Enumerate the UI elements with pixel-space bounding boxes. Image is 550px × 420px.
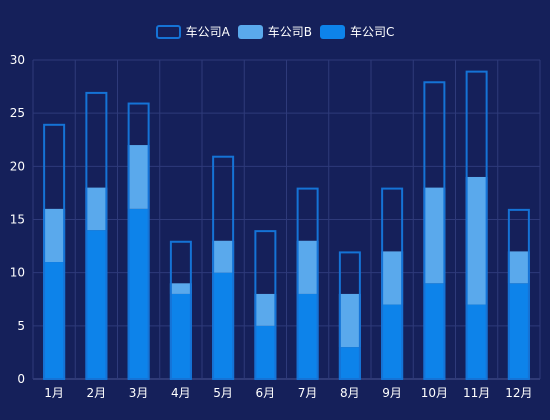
bar-company-a[interactable] [381,187,404,380]
y-tick-label: 25 [10,106,25,120]
legend-label-company-c: 车公司C [350,25,395,39]
legend-swatch-company-b [237,24,263,39]
bar-company-c[interactable] [465,304,488,379]
bar-company-b[interactable] [423,187,446,284]
bar-company-a[interactable] [169,240,192,380]
bar-company-b[interactable] [507,251,530,284]
x-tick-label: 8月 [340,386,360,400]
bar-company-b[interactable] [127,145,150,209]
bar-company-b[interactable] [465,176,488,305]
x-tick-label: 6月 [256,386,276,400]
legend-swatch-company-a [155,24,181,39]
bar-company-c[interactable] [381,304,404,379]
x-tick-label: 9月 [382,386,402,400]
x-tick-label: 4月 [171,386,191,400]
bar-company-a[interactable] [127,102,150,381]
bar-company-b[interactable] [296,240,319,294]
x-tick-label: 10月 [421,386,448,400]
bar-company-b[interactable] [381,251,404,305]
y-tick-label: 0 [17,372,25,386]
chart-legend: 车公司A 车公司B 车公司C [0,23,550,40]
bar-company-c[interactable] [212,272,235,379]
bar-company-c[interactable] [423,283,446,379]
bar-company-b[interactable] [212,240,235,273]
bar-company-b[interactable] [169,283,192,294]
y-tick-label: 5 [17,319,25,333]
legend-item-company-c[interactable]: 车公司C [320,23,394,40]
bar-company-c[interactable] [338,347,361,379]
bar-company-c[interactable] [296,293,319,379]
x-tick-label: 5月 [213,386,233,400]
legend-label-company-a: 车公司A [185,25,230,39]
bar-company-a[interactable] [85,91,108,381]
bar-company-a[interactable] [507,208,530,380]
bar-company-a[interactable] [43,123,66,380]
x-tick-label: 11月 [463,386,490,400]
legend-swatch-company-c [320,24,346,39]
y-tick-label: 30 [10,53,25,67]
bar-company-a[interactable] [465,70,488,380]
bar-company-a[interactable] [423,81,446,381]
bar-company-c[interactable] [43,262,66,379]
x-tick-label: 7月 [298,386,318,400]
bar-company-a[interactable] [338,251,361,380]
x-tick-label: 3月 [129,386,149,400]
bar-company-b[interactable] [43,208,66,263]
bar-company-b[interactable] [254,293,277,326]
legend-item-company-a[interactable]: 车公司A [155,23,230,40]
bar-company-c[interactable] [169,293,192,379]
bar-company-c[interactable] [127,208,150,379]
bar-company-c[interactable] [85,230,108,379]
bar-company-c[interactable] [507,283,530,379]
bar-company-a[interactable] [254,230,277,380]
y-tick-label: 15 [10,213,25,227]
x-tick-label: 12月 [505,386,532,400]
bar-company-b[interactable] [85,187,108,231]
x-tick-label: 2月 [87,386,107,400]
bar-company-b[interactable] [338,293,361,348]
y-tick-label: 20 [10,159,25,173]
y-tick-label: 10 [10,266,25,280]
x-tick-label: 1月 [44,386,64,400]
bar-company-c[interactable] [254,325,277,379]
bar-company-a[interactable] [212,155,235,380]
bar-company-a[interactable] [296,187,319,380]
legend-label-company-b: 车公司B [267,25,313,39]
legend-item-company-b[interactable]: 车公司B [237,23,313,40]
